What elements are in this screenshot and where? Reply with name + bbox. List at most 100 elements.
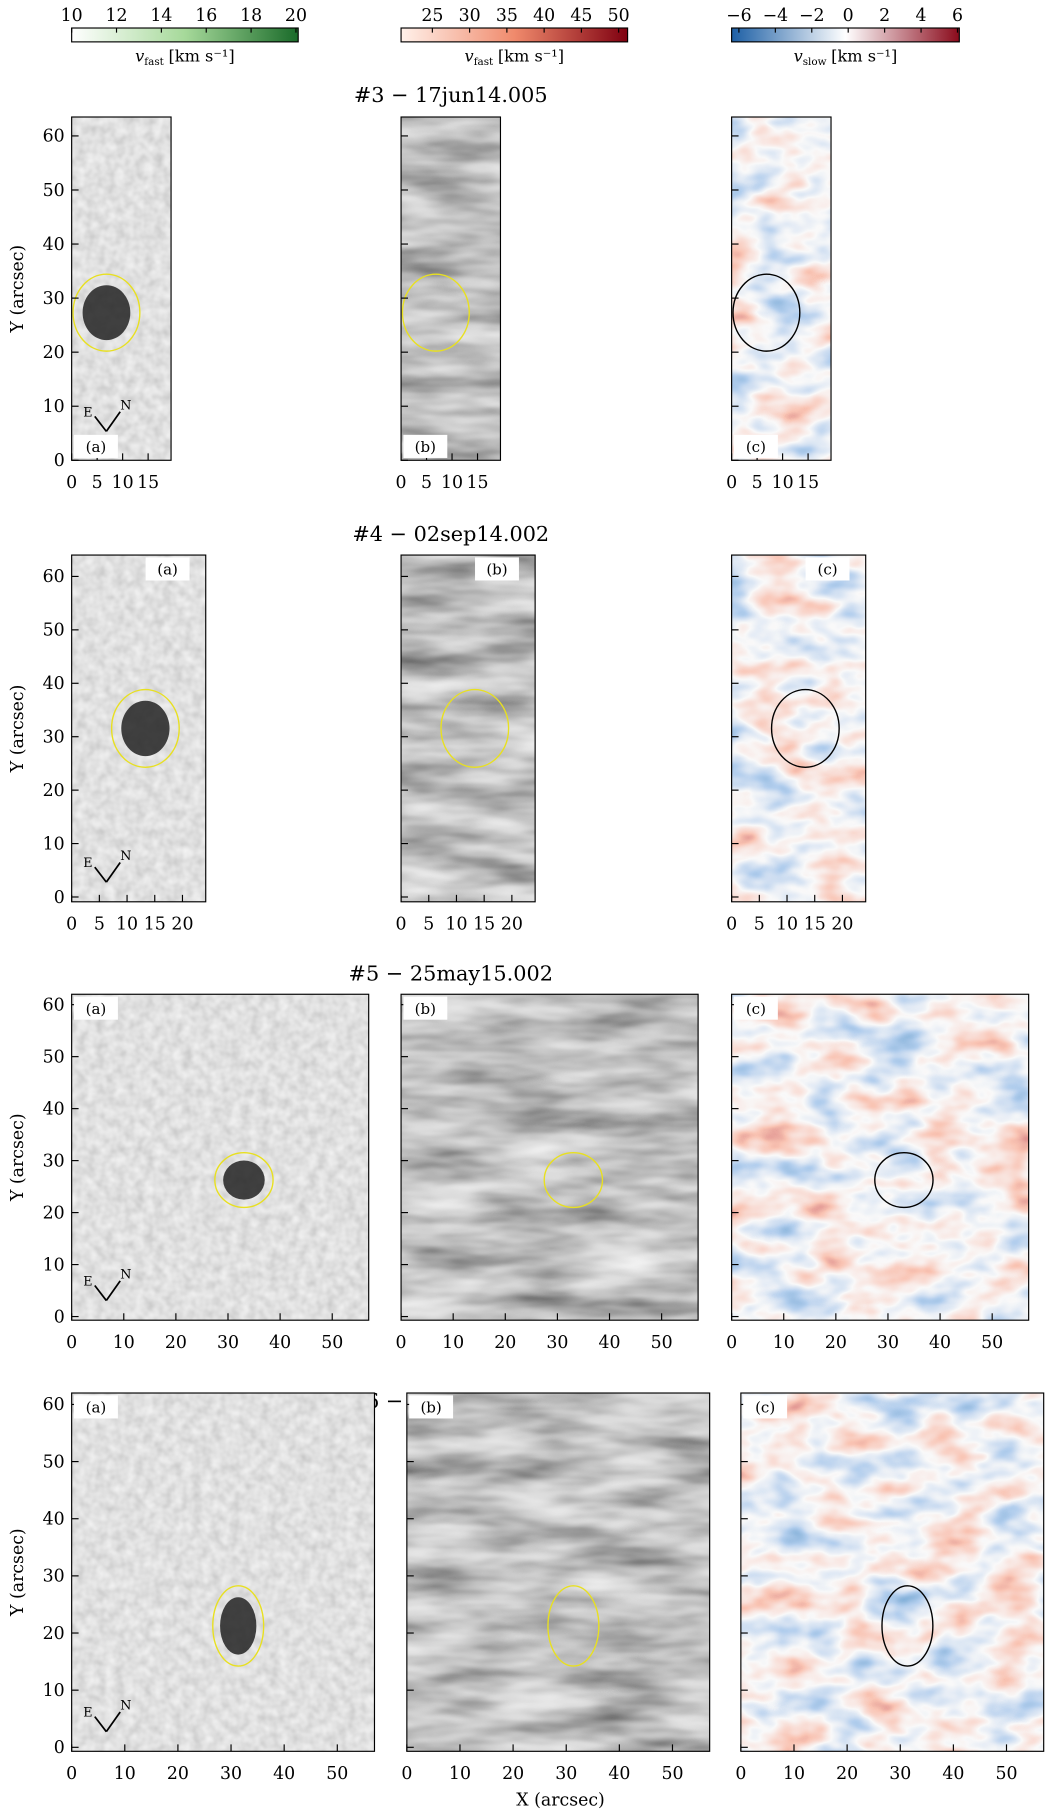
panel xyxy=(71,117,172,461)
contour xyxy=(440,688,510,768)
x-tick-label: 5 xyxy=(754,915,765,935)
x-tick-label: 30 xyxy=(220,1764,242,1784)
x-tick-label: 15 xyxy=(473,915,495,935)
x-tick-label: 20 xyxy=(502,1764,524,1784)
x-tick-label: 10 xyxy=(772,473,794,493)
y-tick-label: 30 xyxy=(43,727,65,747)
colorbar-tick-label: 16 xyxy=(195,6,217,26)
colorbar-tick-label: 2 xyxy=(879,6,890,26)
panel-image xyxy=(71,117,172,461)
contour xyxy=(881,1585,934,1667)
panel-label: (c) xyxy=(755,1399,775,1417)
panel xyxy=(71,1393,375,1752)
x-tick-label: 0 xyxy=(66,915,77,935)
compass-label: E xyxy=(83,1705,92,1720)
x-tick-label: 15 xyxy=(804,915,826,935)
colorbar-tick-label: 12 xyxy=(105,6,127,26)
x-tick-label: 30 xyxy=(877,1333,899,1353)
x-tick-label: 15 xyxy=(144,915,166,935)
x-tick-label: 50 xyxy=(661,1764,683,1784)
label-box xyxy=(733,996,778,1020)
x-tick-label: 40 xyxy=(929,1333,951,1353)
x-tick-label: 10 xyxy=(776,915,798,935)
y-tick-label: 30 xyxy=(43,289,65,309)
x-tick-label: 0 xyxy=(726,1333,737,1353)
panel xyxy=(401,555,536,902)
label-box xyxy=(403,996,448,1020)
colorbar xyxy=(400,27,629,43)
subscript: slow xyxy=(803,56,827,68)
y-tick-label: 0 xyxy=(54,1307,65,1327)
y-tick-label: 50 xyxy=(43,1452,65,1472)
x-tick-label: 10 xyxy=(442,1333,464,1353)
panel xyxy=(401,117,501,461)
row-title: #4 − 02sep14.002 xyxy=(352,522,549,546)
colorbar-tick-label: 18 xyxy=(240,6,262,26)
x-tick-label: 50 xyxy=(321,1333,343,1353)
panel-image xyxy=(401,994,699,1321)
unit: [km s⁻¹] xyxy=(168,47,234,66)
label-box xyxy=(409,1395,454,1419)
x-tick-label: 15 xyxy=(797,473,819,493)
x-tick-label: 5 xyxy=(423,915,434,935)
contour xyxy=(874,1151,934,1209)
panel-frame xyxy=(406,1392,711,1752)
label-box xyxy=(73,1395,118,1419)
y-axis-label: Y (arcsec) xyxy=(8,685,28,774)
label-box xyxy=(743,1395,788,1419)
x-tick-label: 10 xyxy=(445,915,467,935)
x-tick-label: 10 xyxy=(441,473,463,493)
panel xyxy=(731,994,1029,1321)
colorbar-label: vslow [km s⁻¹] xyxy=(794,47,898,68)
panel-frame xyxy=(731,554,867,903)
x-tick-label: 30 xyxy=(889,1764,911,1784)
y-tick-label: 20 xyxy=(43,1624,65,1644)
panel-label: (a) xyxy=(86,438,107,456)
label-box xyxy=(805,557,850,581)
colorbar-tick-label: −4 xyxy=(763,6,789,26)
colorbar-tick-label: 30 xyxy=(459,6,481,26)
compass-label: N xyxy=(120,1267,131,1282)
panel-image xyxy=(731,555,866,902)
x-tick-label: 40 xyxy=(598,1333,620,1353)
panel-frame xyxy=(740,1392,1045,1752)
panel-image xyxy=(740,1393,1044,1752)
y-tick-label: 20 xyxy=(43,1203,65,1223)
contour xyxy=(72,273,141,352)
compass-label: E xyxy=(83,404,92,419)
label-box xyxy=(73,996,118,1020)
x-tick-label: 0 xyxy=(66,1333,77,1353)
compass-arrow xyxy=(105,1711,121,1733)
y-tick-label: 20 xyxy=(43,343,65,363)
colorbar xyxy=(71,27,299,43)
contour xyxy=(214,1151,274,1209)
colorbar-tick-label: −6 xyxy=(726,6,752,26)
y-tick-label: 10 xyxy=(43,834,65,854)
colorbar-tick-label: 6 xyxy=(952,6,963,26)
colorbar-tick-label: −2 xyxy=(799,6,825,26)
colorbar-tick-label: 25 xyxy=(421,6,443,26)
x-tick-label: 0 xyxy=(726,915,737,935)
y-tick-label: 50 xyxy=(43,1047,65,1067)
y-tick-label: 40 xyxy=(43,1510,65,1530)
x-tick-label: 40 xyxy=(269,1333,291,1353)
colorbar xyxy=(731,27,960,43)
x-tick-label: 20 xyxy=(171,915,193,935)
compass-label: N xyxy=(120,397,131,412)
label-box xyxy=(73,434,118,458)
panel-label: (a) xyxy=(86,1399,107,1417)
colorbar-tick-label: 0 xyxy=(843,6,854,26)
x-tick-label: 20 xyxy=(836,1764,858,1784)
contour xyxy=(212,1585,265,1667)
x-tick-label: 30 xyxy=(555,1764,577,1784)
x-tick-label: 0 xyxy=(66,473,77,493)
y-tick-label: 0 xyxy=(54,451,65,471)
compass-arrow xyxy=(94,1716,108,1733)
panel-frame xyxy=(731,116,832,461)
contour xyxy=(401,273,470,352)
panel xyxy=(71,555,206,902)
panel-label: (b) xyxy=(415,438,436,456)
x-tick-label: 5 xyxy=(752,473,763,493)
y-tick-label: 20 xyxy=(43,781,65,801)
panel xyxy=(71,994,369,1321)
